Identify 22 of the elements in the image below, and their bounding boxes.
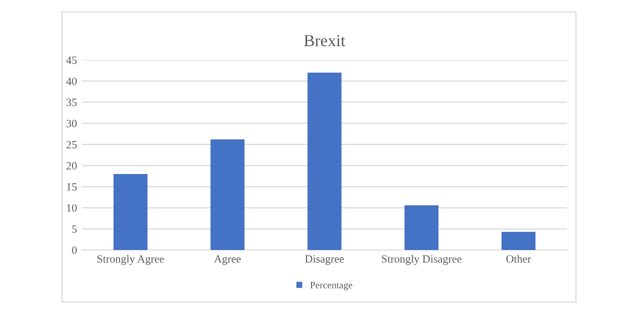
x-tick-label: Disagree (305, 255, 344, 265)
y-tick-label: 45 (66, 56, 77, 64)
y-tick-label: 0 (72, 246, 77, 254)
chart-title: Brexit (304, 35, 346, 46)
bar (308, 72, 342, 250)
y-tick-label: 40 (66, 78, 77, 86)
y-tick-label: 20 (66, 162, 77, 170)
y-tick-label: 10 (67, 204, 77, 212)
x-tick-label: Strongly Agree (97, 254, 164, 265)
bar (114, 174, 148, 250)
x-tick-label: Other (506, 254, 532, 263)
y-tick-label: 30 (66, 120, 77, 128)
y-tick-label: 15 (67, 183, 77, 191)
bar (502, 232, 536, 250)
bar (404, 205, 438, 250)
bar (210, 139, 244, 250)
y-tick-label: 35 (66, 98, 77, 106)
x-tick-label: Strongly Disagree (382, 254, 462, 265)
y-tick-label: 5 (72, 225, 77, 233)
x-tick-label: Agree (214, 255, 241, 265)
legend-label: Percentage (310, 282, 352, 290)
y-tick-label: 25 (66, 140, 77, 148)
